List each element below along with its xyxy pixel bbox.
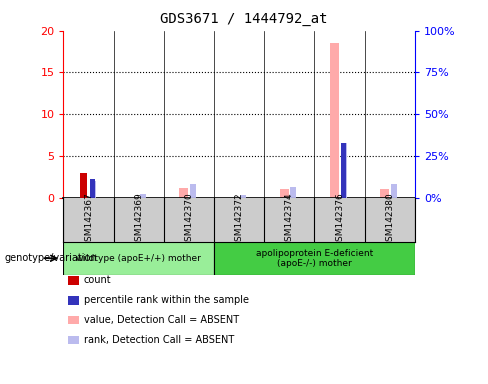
Bar: [380, 189, 389, 198]
Bar: [280, 189, 289, 198]
Bar: [214, 242, 415, 275]
Bar: [68, 296, 79, 305]
Bar: [68, 336, 79, 344]
Text: wildtype (apoE+/+) mother: wildtype (apoE+/+) mother: [76, 254, 201, 263]
Text: GSM142374: GSM142374: [285, 192, 294, 247]
Text: GSM142370: GSM142370: [184, 192, 193, 247]
Text: genotype/variation: genotype/variation: [5, 253, 98, 263]
Text: GSM142367: GSM142367: [84, 192, 93, 247]
Bar: [68, 276, 79, 285]
Text: GSM142376: GSM142376: [335, 192, 344, 247]
Bar: [330, 43, 339, 198]
Text: rank, Detection Call = ABSENT: rank, Detection Call = ABSENT: [84, 335, 234, 345]
Bar: [63, 242, 214, 275]
Text: value, Detection Call = ABSENT: value, Detection Call = ABSENT: [84, 315, 239, 325]
Text: GSM142380: GSM142380: [385, 192, 394, 247]
Text: apolipoprotein E-deficient
(apoE-/-) mother: apolipoprotein E-deficient (apoE-/-) mot…: [256, 248, 373, 268]
Text: count: count: [84, 275, 112, 285]
Text: GSM142372: GSM142372: [235, 192, 244, 247]
Bar: [341, 144, 346, 198]
Bar: [391, 184, 397, 198]
Bar: [89, 181, 96, 198]
Bar: [140, 194, 146, 198]
Bar: [341, 144, 346, 198]
Bar: [240, 195, 246, 198]
Bar: [68, 316, 79, 324]
Text: percentile rank within the sample: percentile rank within the sample: [84, 295, 249, 305]
Bar: [180, 188, 188, 198]
Text: GSM142369: GSM142369: [134, 192, 143, 247]
Text: GDS3671 / 1444792_at: GDS3671 / 1444792_at: [160, 12, 328, 25]
Bar: [290, 187, 296, 198]
Bar: [90, 179, 95, 198]
Bar: [190, 184, 196, 198]
Bar: [81, 173, 87, 198]
